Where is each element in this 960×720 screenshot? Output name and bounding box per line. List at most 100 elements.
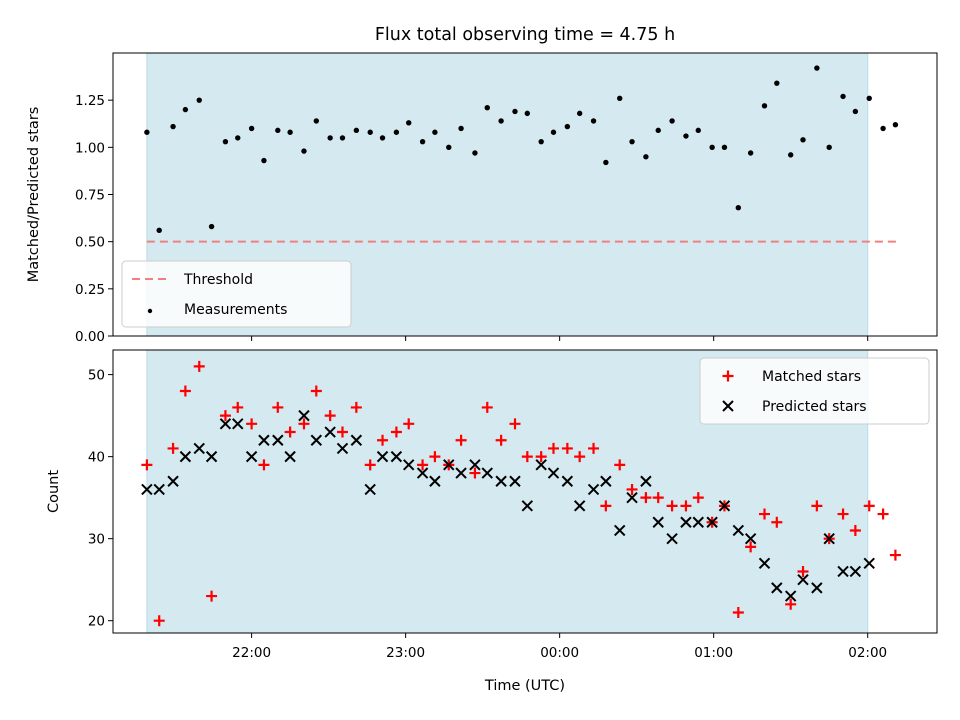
data-point: [167, 442, 179, 454]
data-point: [588, 442, 600, 454]
data-point: [652, 516, 664, 528]
y-axis-label: Matched/Predicted stars: [26, 107, 42, 283]
x-axis-label: Time (UTC): [484, 678, 565, 694]
data-point: [771, 516, 783, 528]
data-point: [811, 582, 823, 594]
x-tick-label: 01:00: [694, 645, 733, 661]
data-point: [472, 150, 478, 156]
y-tick-label: 50: [88, 368, 105, 384]
data-point: [614, 459, 626, 471]
data-point: [524, 110, 531, 117]
data-point: [889, 549, 901, 561]
data-point: [692, 516, 704, 528]
data-point: [655, 127, 661, 134]
legend-swatch: [722, 400, 734, 412]
data-point: [248, 125, 255, 132]
data-point: [419, 138, 426, 145]
data-point: [547, 442, 559, 454]
data-point: [287, 129, 293, 135]
data-point: [797, 573, 809, 586]
data-point: [643, 154, 649, 160]
x-tick-label: 02:00: [848, 645, 887, 661]
data-point: [153, 615, 165, 627]
data-point: [721, 144, 728, 151]
data-point: [272, 434, 284, 446]
data-point: [167, 475, 179, 487]
data-point: [718, 500, 731, 512]
data-point: [219, 410, 231, 422]
data-point: [814, 65, 820, 71]
data-point: [561, 475, 574, 487]
data-point: [403, 418, 415, 430]
data-point: [550, 129, 557, 135]
data-point: [182, 106, 189, 113]
data-point: [364, 483, 376, 496]
data-point: [709, 144, 715, 151]
data-point: [403, 459, 415, 471]
data-point: [521, 451, 533, 463]
data-point: [683, 133, 689, 139]
axes-frame: [112, 349, 938, 634]
data-point: [258, 434, 270, 446]
axes-frame: [112, 52, 938, 337]
data-point: [261, 157, 267, 164]
data-point: [849, 524, 861, 536]
data-point: [205, 450, 218, 463]
x-tick-label: 23:00: [386, 645, 425, 661]
data-point: [652, 492, 664, 504]
data-point: [179, 450, 192, 463]
data-point: [509, 418, 521, 430]
data-point: [535, 451, 547, 463]
data-point: [498, 118, 504, 124]
data-point: [310, 385, 322, 397]
data-point: [849, 565, 862, 578]
data-point: [758, 557, 771, 569]
data-point: [208, 223, 215, 230]
data-point: [481, 467, 493, 479]
data-point: [640, 475, 652, 487]
data-point: [538, 138, 544, 145]
data-point: [484, 105, 490, 111]
data-point: [614, 524, 626, 537]
data-point: [156, 227, 162, 234]
data-point: [863, 500, 875, 512]
data-point: [350, 401, 362, 413]
legend-swatch: [722, 370, 734, 382]
data-point: [771, 582, 783, 594]
data-point: [390, 426, 402, 438]
y-tick-label: 0.50: [75, 235, 105, 251]
data-point: [141, 459, 153, 471]
data-point: [324, 410, 336, 422]
data-point: [416, 467, 429, 479]
data-point: [469, 467, 481, 479]
data-point: [458, 125, 464, 132]
data-point: [379, 135, 386, 141]
data-point: [826, 144, 832, 151]
data-point: [745, 541, 757, 553]
data-point: [284, 426, 296, 438]
legend-label: Measurements: [184, 302, 287, 318]
data-point: [455, 467, 467, 479]
data-point: [784, 590, 797, 602]
data-point: [443, 459, 455, 471]
data-point: [377, 434, 389, 446]
data-point: [310, 434, 323, 446]
x-tick-label: 22:00: [232, 645, 271, 661]
data-point: [680, 516, 692, 528]
plot-area: [141, 360, 901, 627]
data-point: [626, 483, 638, 495]
data-point: [587, 483, 600, 496]
data-point: [298, 418, 310, 430]
data-point: [336, 442, 349, 455]
y-tick-label: 30: [88, 532, 105, 548]
data-point: [774, 80, 780, 86]
data-point: [823, 532, 835, 545]
data-point: [573, 500, 586, 512]
data-point: [313, 118, 320, 124]
data-point: [695, 127, 701, 134]
data-point: [455, 434, 467, 446]
data-point: [669, 118, 675, 124]
legend-label: Threshold: [183, 272, 253, 288]
data-point: [561, 442, 573, 454]
data-point: [761, 103, 768, 109]
